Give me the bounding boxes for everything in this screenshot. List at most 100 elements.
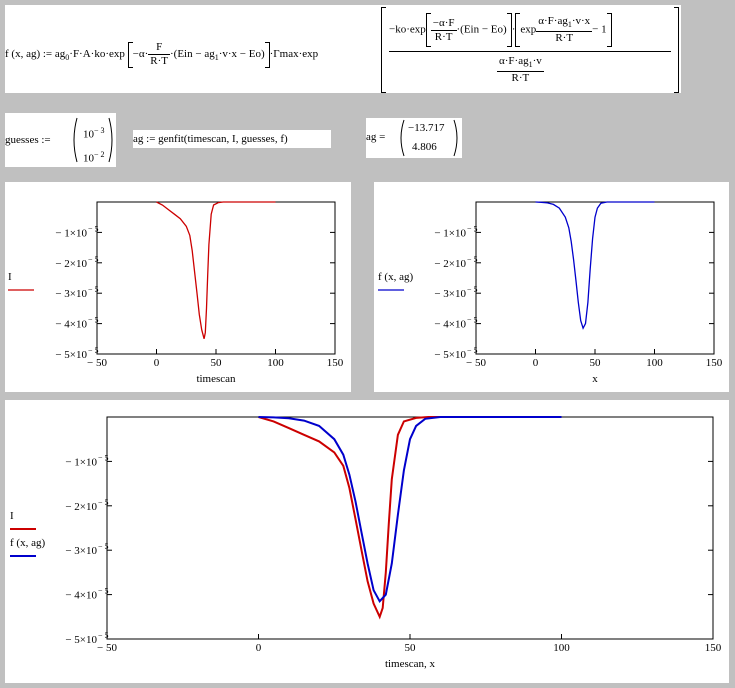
big-den: α·F·ag1·v R·T [497, 55, 544, 85]
genfit-region[interactable]: ag := genfit(timescan, I, guesses, f) [133, 130, 331, 148]
x-tick-label: − 50 [87, 357, 107, 369]
guess2-base: 10 [83, 152, 94, 165]
plot3-region[interactable]: − 50 0 50 100 150− 1×10− 5− 2×10− 5− 3×10− 5… [5, 400, 729, 683]
result-v1: −13.717 [408, 122, 445, 134]
bracket-open [127, 41, 133, 68]
formula-region[interactable]: f (x, ag) := ag0·F·A·ko·exp −α· F R·T ·(Ein… [5, 5, 681, 93]
exp1-paren: ·(Ein − ag [170, 48, 215, 61]
series-line-0 [258, 416, 562, 620]
formula-expression: f (x, ag) := ag0·F·A·ko·exp −α· F R·T ·(Ein… [5, 41, 318, 68]
formula-lhs: f (x, ag) [5, 48, 41, 61]
series-line-1 [258, 416, 562, 604]
inner-bracket-close [506, 13, 512, 47]
series-line-0 [156, 201, 276, 339]
exp2-bracket-open [515, 13, 521, 47]
y-tick-label: − 3×10 [55, 288, 87, 300]
plot3-chart: − 50 0 50 100 150− 1×10− 5− 2×10− 5− 3×10− 5… [10, 416, 722, 670]
x-tick-label: 100 [553, 642, 570, 654]
x-tick-label: 150 [705, 642, 722, 654]
y-tick-exponent: − 5 [98, 453, 109, 462]
plot-frame [106, 416, 714, 640]
y-tick-exponent: − 5 [98, 631, 109, 640]
guess1-exp: − 3 [94, 126, 105, 135]
y-tick-exponent: − 5 [88, 285, 99, 294]
inner-bracket-open [425, 13, 431, 47]
assign-op: := [42, 48, 53, 61]
exp1-fraction: F R·T [148, 41, 171, 68]
exp2-num-tail: ·v·x [571, 14, 591, 27]
y-tick-label: − 1×10 [55, 227, 87, 239]
result-vector: −13.717 4.806 [398, 118, 460, 158]
exp1-den: R·T [150, 55, 169, 67]
x-tick-label: 50 [405, 642, 417, 654]
y-tick-label: − 3×10 [65, 545, 97, 557]
result-region[interactable]: ag = −13.717 4.806 [366, 118, 462, 158]
prefactor-sub: 0 [65, 53, 70, 63]
exp2-bracket-close [606, 13, 612, 47]
x-axis-label: timescan [196, 373, 236, 385]
paren-shape [400, 119, 458, 157]
exp2-lead: exp [520, 23, 537, 36]
y-tick-exponent: − 5 [467, 346, 478, 355]
x-axis-label: x [592, 373, 598, 385]
y-tick-label: − 2×10 [55, 258, 87, 270]
big-fraction: −ko·exp −α·F R·T ·(Ein − Eo) · exp α·F·ag1·v·x… [381, 7, 679, 93]
y-tick-label: − 5×10 [55, 349, 87, 361]
big-den-tail: ·v [532, 55, 542, 67]
big-fraction-bar [389, 51, 671, 52]
y-tick-label: − 1×10 [434, 227, 466, 239]
big-den-den: R·T [511, 72, 530, 85]
guesses-label: guesses := [5, 134, 51, 146]
plot-frame [475, 201, 715, 355]
exp2-den: R·T [555, 32, 574, 45]
x-tick-label: 50 [590, 357, 602, 369]
y-tick-exponent: − 5 [98, 498, 109, 507]
x-tick-label: 0 [256, 642, 262, 654]
legend-label: f (x, ag) [10, 537, 45, 549]
big-den-num: α·F·ag [499, 55, 529, 67]
exp1-tail: ·v·x − Eo) [218, 48, 265, 61]
y-tick-label: − 2×10 [434, 258, 466, 270]
minus-one: − 1 [592, 23, 607, 36]
exp2-num-sub: 1 [567, 20, 572, 30]
y-tick-exponent: − 5 [88, 224, 99, 233]
result-label: ag = [366, 131, 386, 143]
plot1-region[interactable]: − 50 0 50 100 150− 1×10− 5− 2×10− 5− 3×10− 5… [5, 182, 351, 392]
y-tick-exponent: − 5 [98, 542, 109, 551]
plot1-chart: − 50 0 50 100 150− 1×10− 5− 2×10− 5− 3×10− 5… [8, 201, 344, 385]
exp1-num: F [148, 41, 171, 55]
y-tick-label: − 3×10 [434, 288, 466, 300]
inner-fraction: −α·F R·T [430, 16, 457, 44]
x-tick-label: − 50 [97, 642, 117, 654]
paren-shape [73, 117, 113, 163]
x-tick-label: 150 [706, 357, 723, 369]
x-tick-label: 0 [533, 357, 539, 369]
guesses-vector: 10− 3 10− 2 [71, 116, 115, 165]
inner-num: −α·F [430, 16, 457, 31]
bracket-close [264, 41, 270, 68]
x-tick-label: 150 [327, 357, 344, 369]
y-tick-label: − 4×10 [65, 590, 97, 602]
y-tick-label: − 5×10 [434, 349, 466, 361]
plot2-region[interactable]: − 50 0 50 100 150− 1×10− 5− 2×10− 5− 3×10− 5… [374, 182, 729, 392]
y-tick-label: − 5×10 [65, 634, 97, 646]
inner-tail: ·(Ein − Eo) [456, 23, 507, 36]
x-tick-label: 100 [646, 357, 663, 369]
x-tick-label: 0 [154, 357, 160, 369]
y-tick-exponent: − 5 [88, 255, 99, 264]
guesses-region[interactable]: guesses := 10− 3 10− 2 [5, 113, 116, 167]
y-tick-exponent: − 5 [467, 285, 478, 294]
big-bracket-open [381, 7, 386, 93]
exp1-minus-alpha: −α· [132, 48, 149, 61]
y-tick-label: − 4×10 [434, 319, 466, 331]
big-bracket-close [674, 7, 679, 93]
plot2-chart: − 50 0 50 100 150− 1×10− 5− 2×10− 5− 3×10− 5… [378, 201, 723, 385]
legend-label: I [10, 510, 14, 522]
y-tick-exponent: − 5 [88, 346, 99, 355]
exp2-num: α·F·ag [538, 14, 568, 27]
y-tick-exponent: − 5 [467, 224, 478, 233]
result-v2: 4.806 [412, 141, 437, 153]
big-den-sub: 1 [528, 60, 533, 70]
prefactor: ag [54, 48, 66, 61]
y-tick-exponent: − 5 [88, 316, 99, 325]
